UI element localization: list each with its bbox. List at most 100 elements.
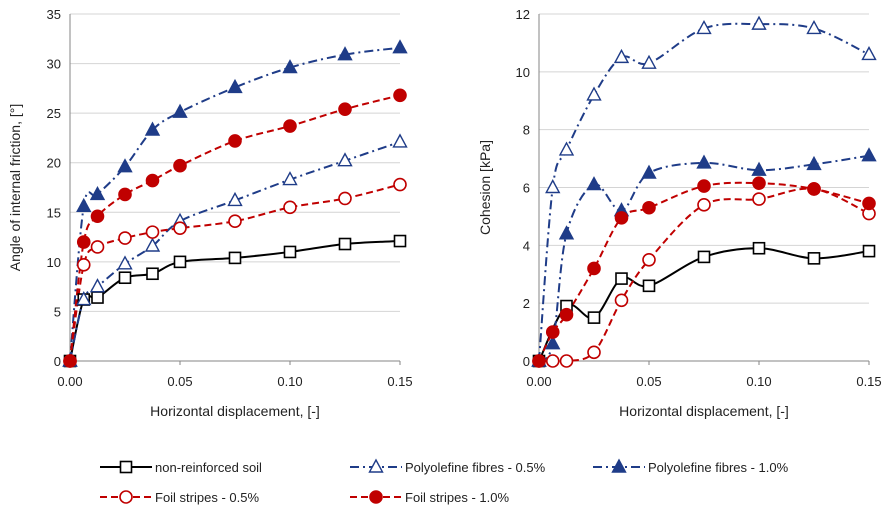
- friction-series-1-point: [91, 291, 104, 304]
- friction-series-4-point: [283, 200, 297, 215]
- cohesion-chart: 0 2 4 6 8 10 12 0.00 0.05 0.10 0.15 Horizontal disp…: [477, 7, 882, 419]
- friction-series-4-point: [338, 191, 352, 206]
- friction-series-5-point: [228, 134, 242, 148]
- y-tick-label: 35: [47, 7, 61, 22]
- friction-series-line-4: [69, 183, 401, 362]
- cohesion-series-1-point: [807, 252, 821, 265]
- friction-series-3-point: [392, 39, 408, 54]
- cohesion-series-3-point: [545, 335, 561, 350]
- legend-marker: [611, 458, 627, 473]
- y-tick-label: 30: [47, 57, 61, 72]
- cohesion-series-5-point: [697, 179, 711, 193]
- cohesion-series-2-point: [613, 48, 630, 64]
- cohesion-series-4-point: [642, 252, 656, 267]
- cohesion-series-3-point: [861, 147, 877, 162]
- cohesion-series-5-point: [642, 200, 656, 215]
- cohesion-series-2-point: [558, 141, 575, 156]
- legend-label: Polyolefine fibres - 1.0%: [648, 460, 789, 475]
- y-axis-title: Angle of internal friction, [°]: [7, 104, 23, 271]
- y-tick-label: 2: [523, 296, 530, 311]
- legend-marker: [119, 490, 133, 504]
- friction-series-line-5: [69, 94, 401, 362]
- friction-series-4-point: [76, 258, 91, 272]
- friction-series-4-point: [145, 225, 160, 239]
- friction-series-3-point: [227, 78, 243, 94]
- x-tick-label: 0.05: [167, 374, 192, 389]
- y-tick-label: 0: [54, 354, 61, 369]
- friction-series-1-point: [283, 245, 297, 259]
- friction-series-5-point: [145, 173, 160, 188]
- friction-series-1-point: [338, 237, 352, 251]
- friction-series-3-point: [172, 103, 188, 118]
- friction-series-1-point: [173, 255, 187, 269]
- cohesion-series-2-point: [751, 15, 767, 30]
- y-tick-label: 6: [523, 181, 530, 196]
- x-tick-label: 0.10: [746, 374, 771, 389]
- legend-label: non-reinforced soil: [155, 460, 262, 475]
- friction-series-line-2: [69, 140, 401, 362]
- cohesion-series-2-point: [545, 179, 561, 194]
- cohesion-series-line-5: [538, 181, 870, 362]
- cohesion-series-5-point: [559, 307, 574, 322]
- cohesion-series-1-point: [752, 241, 766, 255]
- friction-series-2-point: [144, 237, 161, 252]
- y-tick-label: 4: [523, 238, 530, 253]
- y-axis-title: Cohesion [kPa]: [477, 140, 493, 235]
- y-tick-label: 5: [54, 304, 61, 319]
- friction-series-3-point: [76, 197, 92, 213]
- friction-series-3-point: [144, 121, 161, 136]
- friction-series-3-point: [337, 46, 353, 61]
- friction-series-5-point: [173, 158, 187, 173]
- cohesion-series-5-point: [545, 325, 560, 339]
- x-tick-label: 0.00: [526, 374, 551, 389]
- cohesion-series-line-4: [539, 187, 870, 363]
- friction-series-4-point: [228, 214, 242, 229]
- x-tick-label: 0.05: [636, 374, 661, 389]
- friction-series-2-point: [117, 255, 133, 270]
- y-tick-label: 0: [523, 354, 530, 369]
- cohesion-series-4-point: [545, 354, 560, 368]
- cohesion-series-5-point: [587, 261, 601, 276]
- cohesion-series-2-point: [696, 19, 712, 35]
- friction-series-3-point: [282, 59, 298, 74]
- friction-series-5-point: [63, 354, 77, 368]
- x-axis-title: Horizontal displacement, [-]: [150, 403, 320, 419]
- cohesion-series-3-point: [696, 154, 712, 169]
- cohesion-series-4-point: [614, 293, 629, 308]
- friction-series-4-point: [118, 231, 132, 245]
- cohesion-series-1-point: [862, 244, 876, 258]
- legend-label: Foil stripes - 0.5%: [155, 490, 259, 505]
- cohesion-series-5-point: [807, 182, 821, 196]
- cohesion-series-2-point: [586, 86, 602, 101]
- friction-series-5-point: [118, 187, 132, 202]
- friction-series-2-point: [227, 191, 243, 207]
- y-tick-label: 25: [47, 106, 61, 121]
- friction-series-3-point: [89, 185, 106, 201]
- y-tick-label: 12: [516, 7, 530, 22]
- x-tick-label: 0.15: [856, 374, 881, 389]
- cohesion-series-3-point: [586, 176, 602, 191]
- y-tick-label: 20: [47, 156, 61, 171]
- friction-series-5-point: [393, 88, 407, 103]
- cohesion-series-4-point: [697, 198, 711, 212]
- cohesion-series-2-point: [806, 19, 822, 35]
- cohesion-series-5-point: [862, 196, 876, 211]
- cohesion-series-3-point: [641, 164, 657, 179]
- friction-series-1-point: [228, 251, 242, 265]
- cohesion-series-1-point: [642, 279, 656, 293]
- friction-series-2-point: [282, 171, 298, 186]
- cohesion-series-5-point: [752, 176, 766, 190]
- x-tick-label: 0.10: [277, 374, 302, 389]
- friction-angle-chart: 0 5 10 15 20 25 30 35 0.00 0.05 0.10 0.15 Horizontal…: [7, 7, 413, 419]
- cohesion-series-3-point: [751, 161, 767, 176]
- x-tick-label: 0.15: [387, 374, 412, 389]
- cohesion-series-2-point: [861, 46, 877, 61]
- cohesion-series-4-point: [752, 192, 766, 206]
- friction-series-1-point: [146, 267, 159, 281]
- friction-series-1-point: [393, 234, 407, 248]
- friction-series-1-point: [118, 271, 132, 285]
- friction-series-2-point: [337, 152, 353, 167]
- cohesion-series-2-point: [641, 54, 657, 69]
- cohesion-series-5-point: [614, 211, 629, 225]
